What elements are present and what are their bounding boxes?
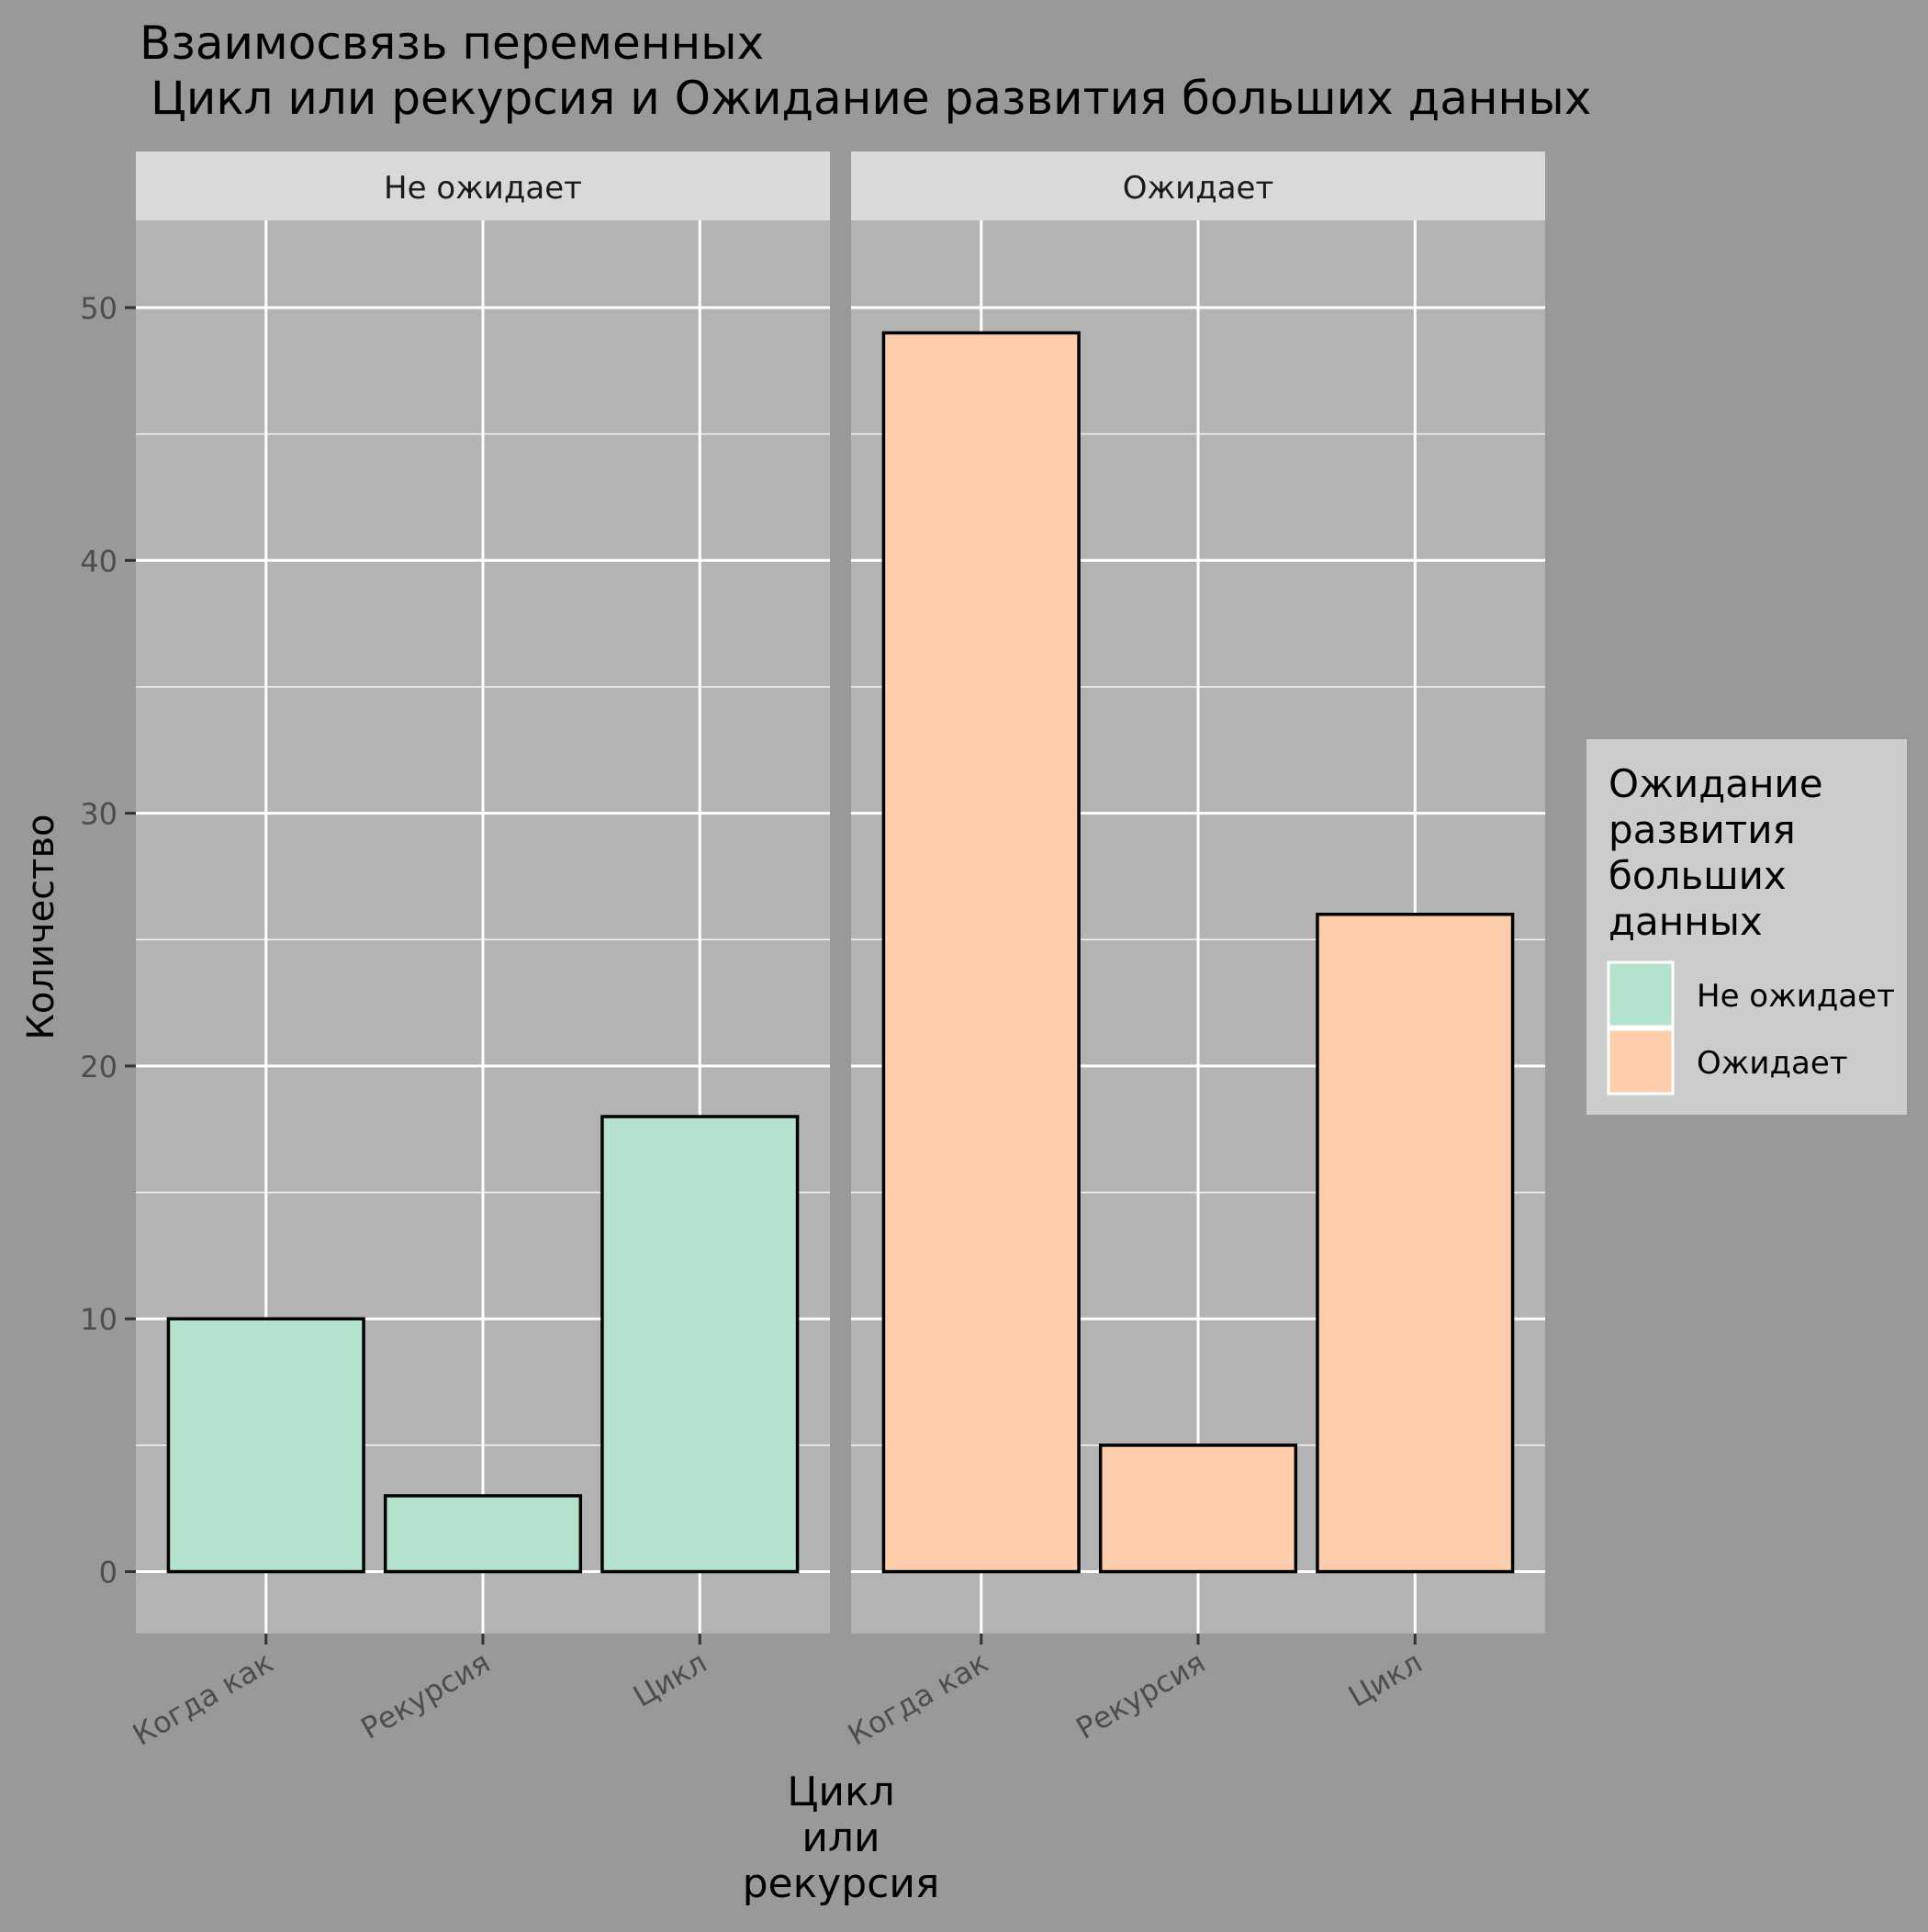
legend-label-1: Не ожидает	[1697, 978, 1895, 1015]
facet-strip	[851, 152, 1545, 220]
legend-key-2	[1607, 1028, 1675, 1095]
bar-ne-ozhidaet-2	[383, 1494, 583, 1574]
bar-ozhidaet-1	[881, 331, 1081, 1574]
bar-ozhidaet-2	[1098, 1443, 1298, 1574]
chart-title: Взаимосвязь переменных	[140, 17, 764, 70]
facet-strip-label: Не ожидает	[384, 170, 582, 207]
bar-ne-ozhidaet-3	[600, 1115, 800, 1574]
x-axis-title-line: рекурсия	[743, 1860, 940, 1907]
legend-label-2: Ожидает	[1697, 1045, 1848, 1082]
bar-ozhidaet-3	[1316, 912, 1515, 1574]
legend-key-1	[1607, 960, 1675, 1028]
facet-strip	[136, 152, 830, 220]
x-axis-title-line: или	[801, 1814, 880, 1861]
y-tick-label: 0	[99, 1556, 118, 1590]
x-axis-title-line: Цикл	[787, 1769, 894, 1815]
y-tick-label: 20	[80, 1050, 118, 1084]
y-tick-label: 10	[80, 1302, 118, 1337]
chart-subtitle: Цикл или рекурсия и Ожидание развития бо…	[151, 72, 1591, 125]
y-axis-title: Количество	[20, 814, 62, 1039]
legend-title-line: Ожидание	[1609, 761, 1823, 806]
bar-ne-ozhidaet-1	[166, 1317, 365, 1574]
facet-strip-label: Ожидает	[1123, 170, 1274, 207]
legend-title-line: развития	[1609, 807, 1796, 852]
y-tick-label: 30	[80, 797, 118, 832]
legend-title-line: больших	[1609, 853, 1787, 898]
y-tick-label: 50	[80, 291, 118, 326]
legend-title-line: данных	[1609, 899, 1763, 944]
y-tick-label: 40	[80, 544, 118, 578]
